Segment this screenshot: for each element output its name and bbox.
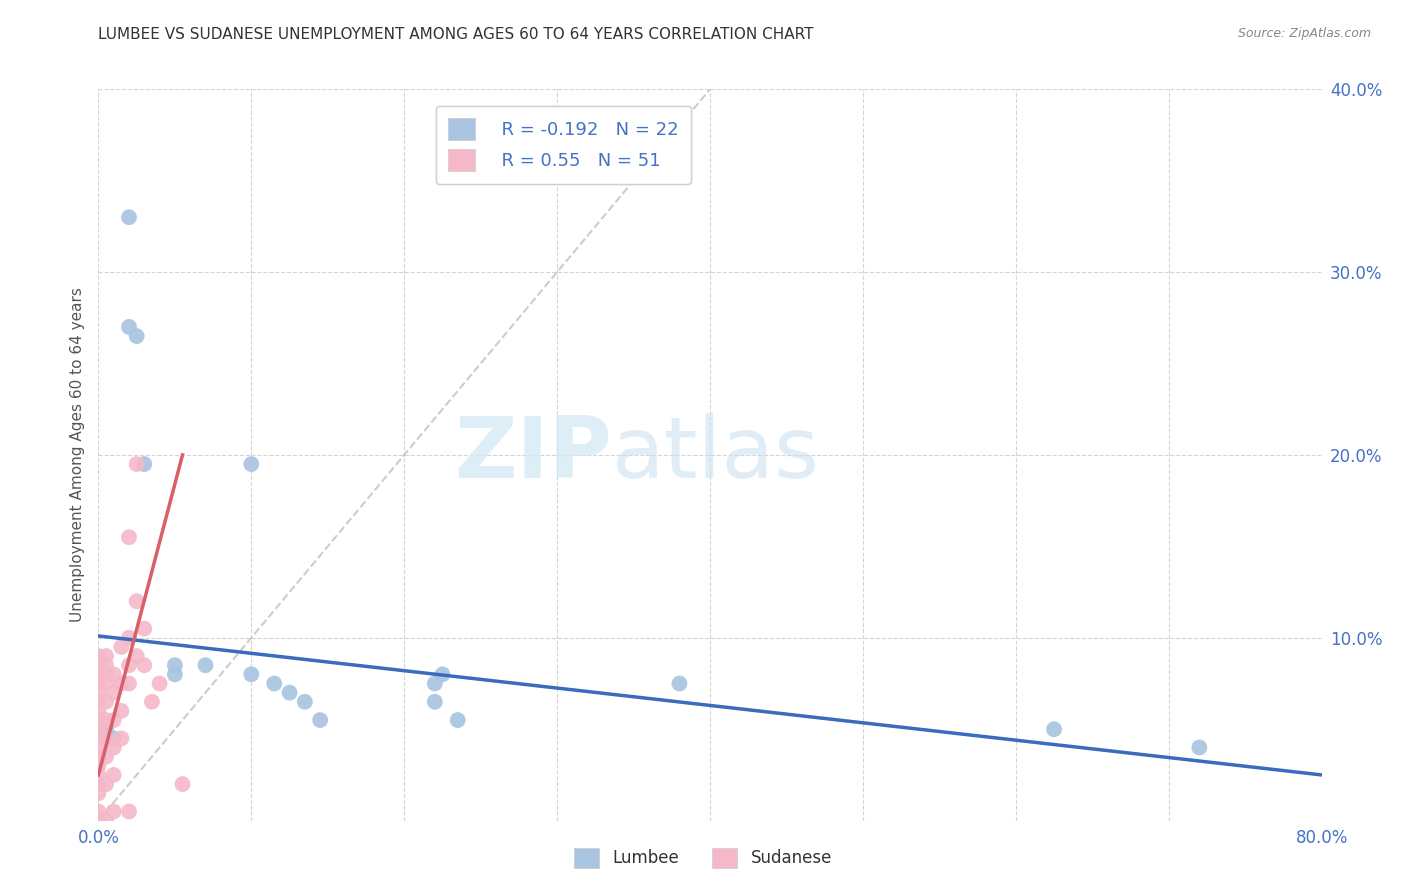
Point: [294, 695, 316, 709]
Point: [263, 676, 285, 690]
Point: [87, 685, 110, 699]
Point: [194, 658, 217, 673]
Point: [87, 731, 110, 746]
Point: [134, 622, 156, 636]
Point: [87, 777, 110, 791]
Point: [94, 749, 117, 764]
Point: [110, 640, 132, 654]
Text: LUMBEE VS SUDANESE UNEMPLOYMENT AMONG AGES 60 TO 64 YEARS CORRELATION CHART: LUMBEE VS SUDANESE UNEMPLOYMENT AMONG AG…: [98, 27, 814, 42]
Point: [94, 713, 117, 727]
Point: [125, 649, 148, 664]
Point: [87, 649, 110, 664]
Point: [163, 658, 186, 673]
Point: [110, 731, 132, 746]
Point: [172, 777, 194, 791]
Point: [432, 667, 454, 681]
Point: [110, 704, 132, 718]
Point: [447, 713, 470, 727]
Point: [278, 685, 301, 699]
Point: [94, 649, 117, 664]
Point: [94, 814, 117, 828]
Point: [87, 749, 110, 764]
Legend: Lumbee, Sudanese: Lumbee, Sudanese: [567, 841, 839, 875]
Point: [125, 329, 148, 343]
Point: [125, 457, 148, 471]
Point: [240, 457, 263, 471]
Point: [240, 667, 263, 681]
Point: [87, 805, 110, 819]
Point: [87, 704, 110, 718]
Legend:   R = -0.192   N = 22,   R = 0.55   N = 51: R = -0.192 N = 22, R = 0.55 N = 51: [436, 105, 690, 184]
Point: [87, 667, 110, 681]
Point: [103, 731, 125, 746]
Point: [87, 713, 110, 727]
Point: [94, 777, 117, 791]
Point: [118, 530, 141, 544]
Point: [87, 768, 110, 782]
Point: [87, 723, 110, 737]
Point: [94, 723, 117, 737]
Point: [94, 695, 117, 709]
Point: [118, 805, 141, 819]
Point: [423, 695, 446, 709]
Point: [118, 658, 141, 673]
Point: [87, 786, 110, 800]
Point: [87, 740, 110, 755]
Point: [668, 676, 690, 690]
Y-axis label: Unemployment Among Ages 60 to 64 years: Unemployment Among Ages 60 to 64 years: [69, 287, 84, 623]
Point: [1043, 723, 1066, 737]
Point: [103, 768, 125, 782]
Text: atlas: atlas: [612, 413, 820, 497]
Point: [118, 631, 141, 645]
Point: [87, 814, 110, 828]
Point: [87, 676, 110, 690]
Point: [149, 676, 172, 690]
Point: [134, 457, 156, 471]
Point: [423, 676, 446, 690]
Point: [125, 594, 148, 608]
Point: [94, 667, 117, 681]
Point: [94, 731, 117, 746]
Point: [94, 658, 117, 673]
Point: [110, 676, 132, 690]
Point: [87, 658, 110, 673]
Point: [103, 667, 125, 681]
Point: [103, 740, 125, 755]
Text: Source: ZipAtlas.com: Source: ZipAtlas.com: [1237, 27, 1371, 40]
Point: [118, 676, 141, 690]
Point: [103, 713, 125, 727]
Point: [103, 805, 125, 819]
Point: [118, 211, 141, 225]
Text: ZIP: ZIP: [454, 413, 612, 497]
Point: [87, 758, 110, 772]
Point: [87, 695, 110, 709]
Point: [134, 658, 156, 673]
Point: [141, 695, 163, 709]
Point: [163, 667, 186, 681]
Point: [309, 713, 332, 727]
Point: [1188, 740, 1211, 755]
Point: [118, 320, 141, 334]
Point: [94, 676, 117, 690]
Point: [103, 685, 125, 699]
